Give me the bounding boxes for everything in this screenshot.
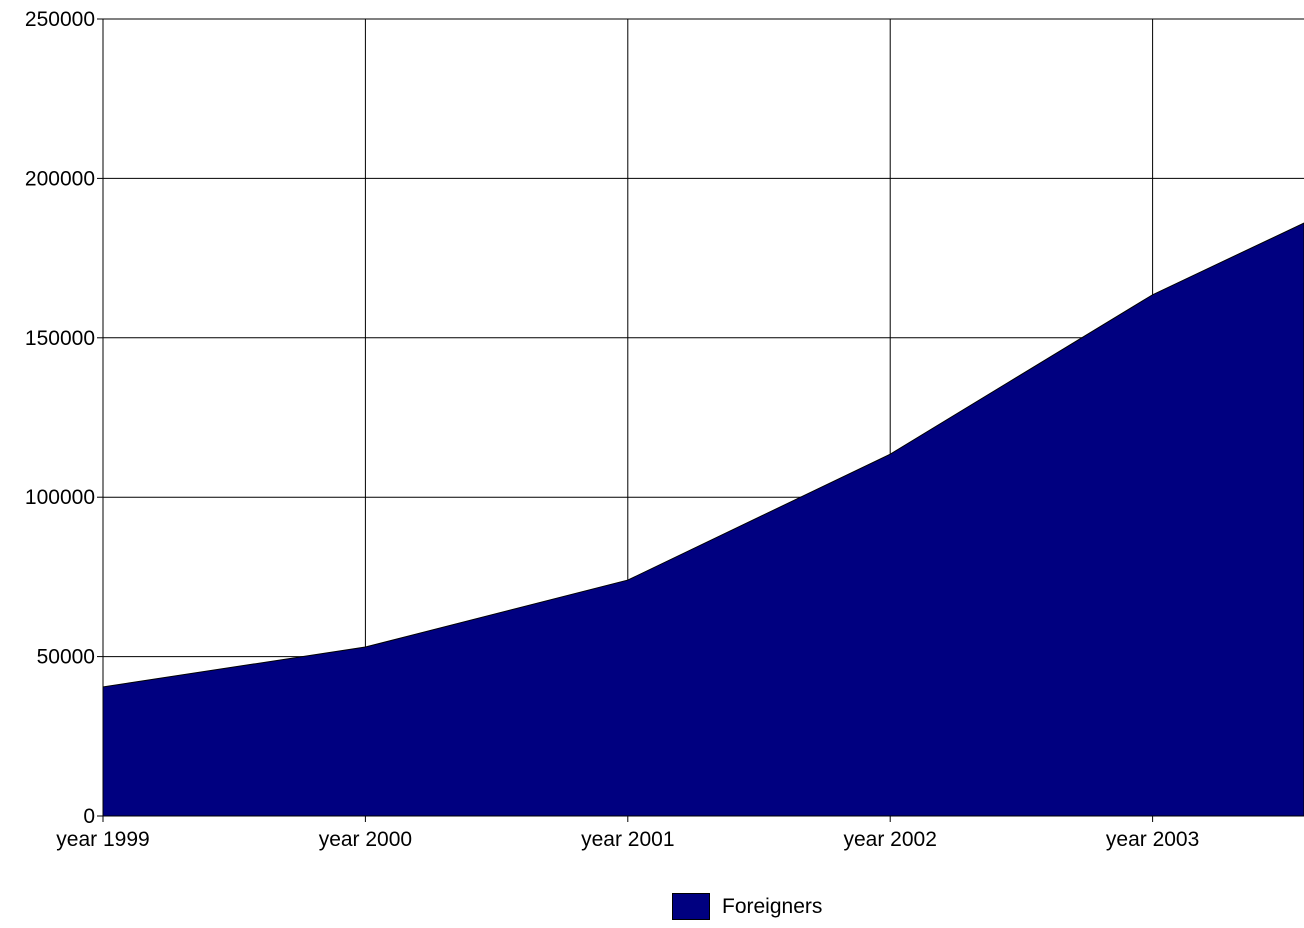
x-tick-label: year 1999 [56, 828, 149, 851]
x-axis-ticks: year 1999 year 2000 year 2001 year 2002 year… [56, 816, 1199, 851]
x-tick-label: year 2001 [581, 828, 674, 851]
y-tick-label: 150000 [25, 327, 95, 350]
y-tick-label: 250000 [25, 8, 95, 31]
x-tick-label: year 2003 [1106, 828, 1199, 851]
y-tick-label: 0 [83, 805, 95, 828]
y-tick-label: 200000 [25, 167, 95, 190]
x-tick-label: year 2002 [843, 828, 936, 851]
y-tick-label: 50000 [37, 646, 95, 669]
area-chart: 0 50000 100000 150000 200000 250000 year 1999… [25, 8, 1304, 851]
area-series [102, 222, 1304, 817]
legend-label: Foreigners [722, 894, 823, 918]
x-tick-label: year 2000 [319, 828, 412, 851]
y-axis-ticks: 0 50000 100000 150000 200000 250000 [25, 8, 103, 828]
axes [102, 19, 1304, 817]
legend-swatch [672, 893, 710, 920]
area-fill-foreigners [102, 222, 1304, 817]
legend: Foreigners [672, 893, 822, 920]
y-tick-label: 100000 [25, 486, 95, 509]
